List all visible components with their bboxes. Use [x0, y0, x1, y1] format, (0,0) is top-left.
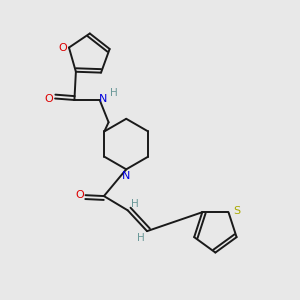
- Text: O: O: [58, 43, 67, 52]
- Text: H: H: [136, 233, 144, 243]
- Text: O: O: [45, 94, 53, 103]
- Text: S: S: [233, 206, 240, 216]
- Text: N: N: [99, 94, 107, 104]
- Text: H: H: [110, 88, 118, 98]
- Text: H: H: [131, 200, 139, 209]
- Text: O: O: [75, 190, 84, 200]
- Text: N: N: [122, 171, 130, 181]
